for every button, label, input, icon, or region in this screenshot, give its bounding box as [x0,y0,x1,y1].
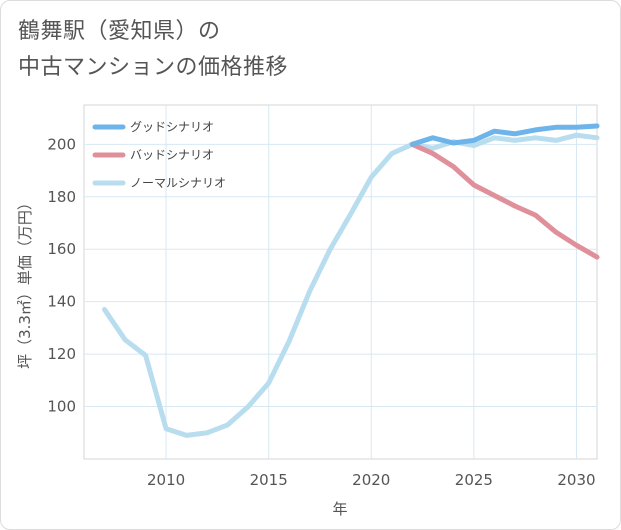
x-tick-2025: 2025 [455,471,493,489]
legend-label-2: ノーマルシナリオ [130,176,226,190]
x-tick-2015: 2015 [250,471,288,489]
title-line-1: 鶴舞駅（愛知県）の [18,19,221,44]
x-tick-labels: 2010 2015 2020 2025 2030 [147,471,596,489]
page-title: 鶴舞駅（愛知県）の 中古マンションの価格推移 [18,14,288,86]
series-lines [102,123,600,438]
y-tick-labels: 100 120 140 160 180 200 [47,135,76,415]
y-tick-180: 180 [47,188,76,206]
title-line-2: 中古マンションの価格推移 [18,55,289,80]
x-tick-2020: 2020 [352,471,390,489]
y-tick-100: 100 [47,398,76,416]
series-line-0 [409,123,600,147]
plot-area [83,104,598,460]
series-line-1 [409,141,600,260]
y-tick-200: 200 [47,135,76,153]
y-tick-140: 140 [47,293,76,311]
grid-lines [84,105,597,459]
legend-label-0: グッドシナリオ [130,120,214,134]
y-tick-160: 160 [47,240,76,258]
x-axis-label: 年 [332,500,347,518]
y-axis-label: 坪（3.3㎡）単価（万円） [16,195,34,369]
x-tick-2030: 2030 [557,471,595,489]
x-tick-2010: 2010 [147,471,185,489]
legend-label-1: バッドシナリオ [130,148,214,162]
y-tick-120: 120 [47,345,76,363]
series-line-2 [102,132,600,438]
